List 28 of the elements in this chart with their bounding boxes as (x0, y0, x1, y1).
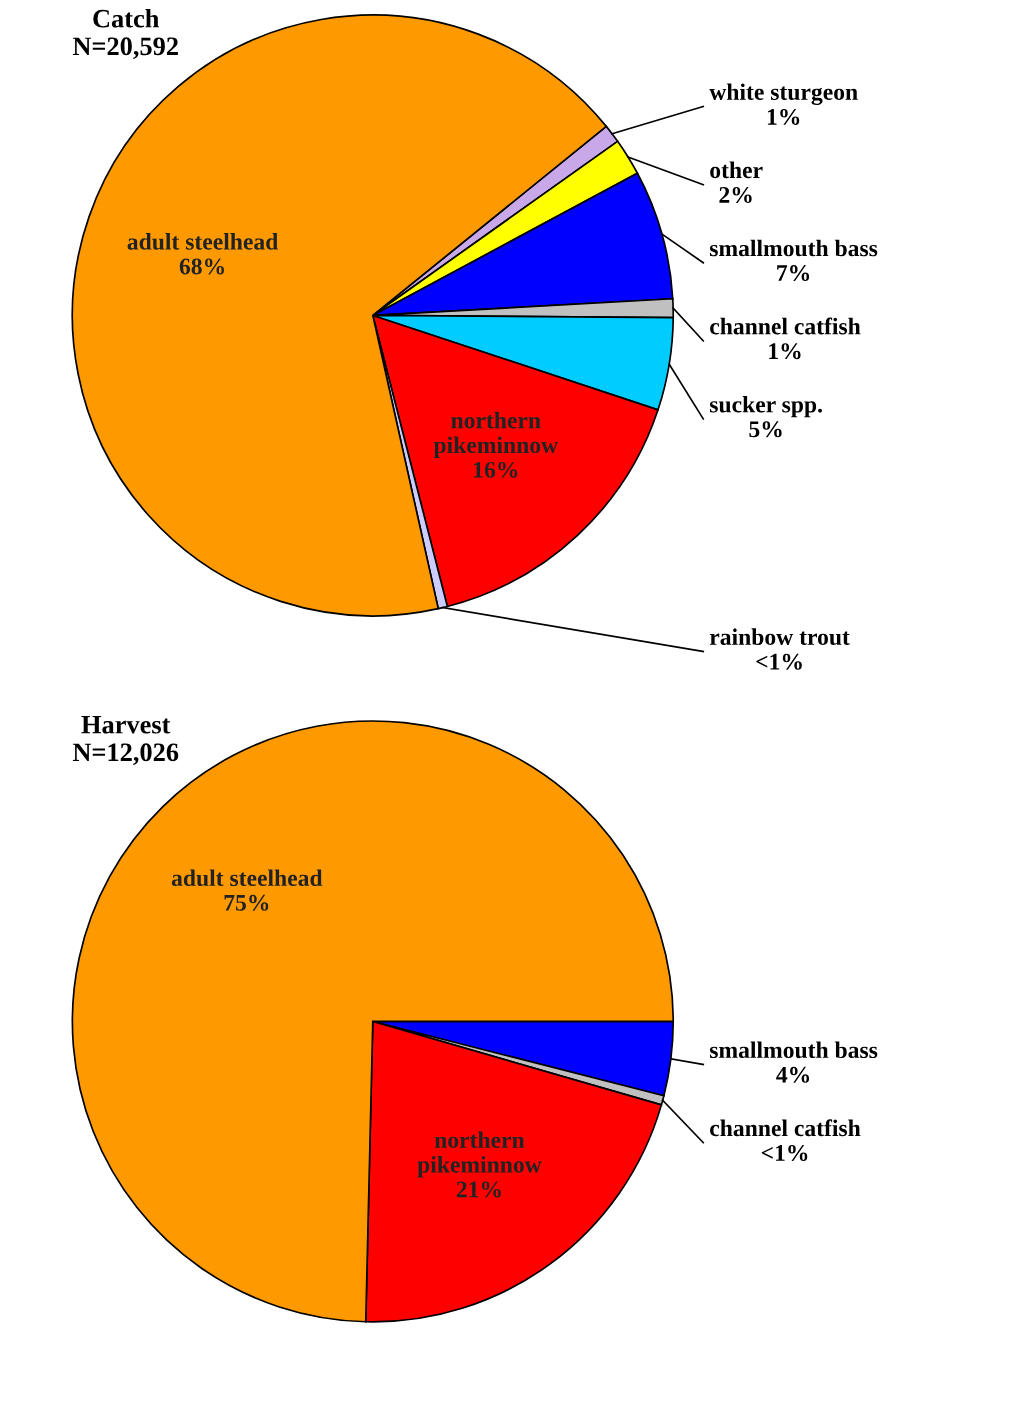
slice-label: adult steelhead (171, 869, 323, 887)
data-label: 2% (719, 186, 752, 203)
data-label: <1% (756, 653, 802, 670)
data-label: 4% (776, 1066, 810, 1083)
slice-label: channel catfish (710, 1119, 861, 1137)
chart-title: Catch (93, 9, 160, 28)
text: N=20,592 (72, 37, 178, 59)
slice-label: other (710, 161, 763, 179)
data-label: 1% (767, 108, 800, 125)
slice-label: smallmouth bass (709, 239, 878, 257)
slice-label: northern pikeminnow (417, 1131, 542, 1178)
slice-label: channel catfish (710, 317, 861, 335)
data-label: 7% (777, 265, 810, 282)
slice-label: rainbow trout (709, 628, 850, 646)
data-label: 21% (456, 1181, 501, 1198)
data-label: <1% (761, 1144, 808, 1161)
data-label: 16% (474, 461, 518, 478)
slice-label: sucker spp. (709, 395, 822, 418)
chart-title: Harvest (81, 716, 171, 734)
data-label: 68% (179, 258, 224, 275)
slice-label: smallmouth bass (709, 1041, 878, 1059)
text: N=12,026 (72, 743, 179, 765)
data-label: 5% (749, 421, 782, 438)
slice-label: adult steelhead (127, 233, 279, 250)
data-label: 75% (224, 894, 269, 911)
data-label: 1% (769, 343, 801, 360)
slice-label: northern pikeminnow (433, 411, 558, 458)
slice-label: white sturgeon (709, 83, 858, 105)
